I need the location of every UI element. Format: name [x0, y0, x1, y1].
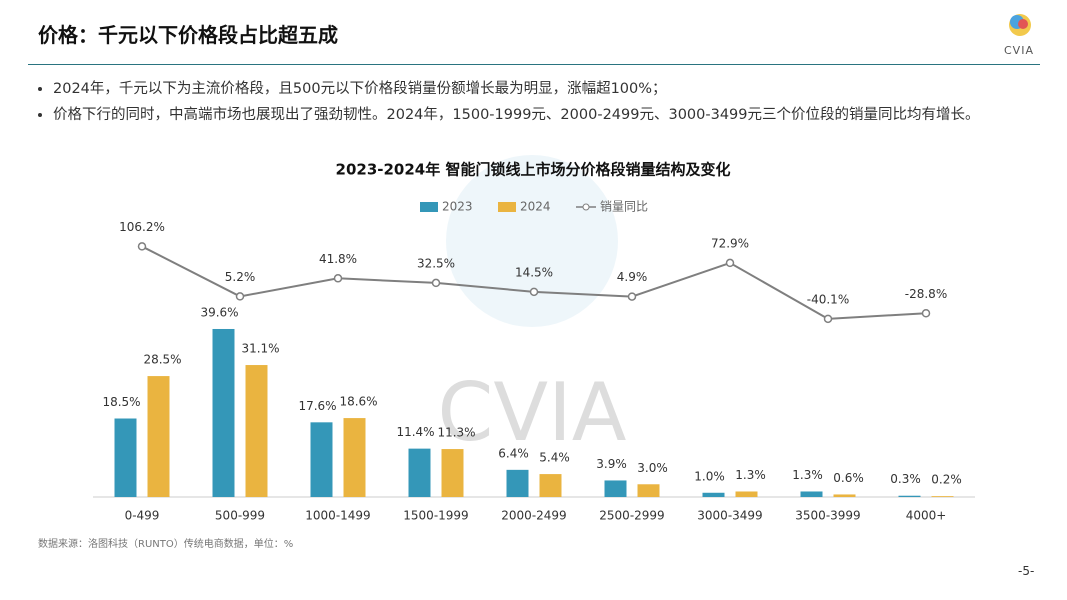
bar	[506, 469, 529, 497]
line-marker	[627, 292, 637, 301]
value-label: 28.5%	[143, 353, 181, 367]
page-number: -5-	[1018, 564, 1035, 578]
bar	[604, 480, 627, 497]
bar	[212, 328, 235, 497]
x-tick-label: 3500-3999	[795, 509, 860, 523]
value-label: 6.4%	[498, 446, 529, 460]
bar	[147, 376, 170, 497]
value-label: 72.9%	[711, 236, 749, 250]
legend-label: 2024	[520, 200, 551, 214]
legend-label: 销量同比	[600, 200, 648, 214]
bar	[800, 491, 823, 497]
bar	[114, 418, 137, 497]
x-tick-label: 4000+	[906, 509, 947, 523]
x-tick-label: 3000-3499	[697, 509, 762, 523]
line-marker	[431, 278, 441, 288]
line-marker	[823, 314, 833, 324]
bullet: 价格下行的同时，中高端市场也展现出了强劲韧性。2024年，1500-1999元、…	[53, 102, 1053, 128]
watermark: CVIA	[438, 366, 627, 459]
chart: CVIA 2023-2024年 智能门锁线上市场分价格段销量结构及变化 0-49…	[93, 155, 975, 523]
value-label: 0.3%	[890, 472, 921, 486]
value-label: 14.5%	[515, 265, 553, 279]
value-label: 1.3%	[792, 468, 823, 482]
line-marker	[921, 309, 931, 318]
bar	[735, 491, 758, 497]
value-label: 3.9%	[596, 457, 627, 471]
line-marker	[137, 242, 147, 251]
bar	[408, 448, 431, 497]
bar	[441, 449, 464, 497]
watermark-logo	[446, 155, 618, 327]
value-label: 18.5%	[102, 395, 140, 409]
x-tick-label: 500-999	[215, 509, 265, 523]
legend-swatch	[420, 202, 438, 212]
value-label: 106.2%	[119, 220, 165, 234]
bullet-list: 2024年，千元以下为主流价格段，且500元以下价格段销量份额增长最为明显，涨幅…	[35, 76, 1053, 128]
bar	[931, 496, 954, 497]
value-label: 41.8%	[319, 252, 357, 266]
value-label: 1.0%	[694, 469, 725, 483]
value-label: -28.8%	[905, 287, 947, 301]
legend-label: 2023	[442, 200, 473, 214]
x-tick-label: 0-499	[125, 509, 160, 523]
value-label: 0.6%	[833, 471, 864, 485]
bar	[310, 422, 333, 497]
bar	[539, 474, 562, 497]
line-marker	[235, 292, 245, 301]
legend-marker	[582, 203, 590, 211]
bar	[898, 495, 921, 497]
value-label: 4.9%	[617, 270, 648, 284]
line-marker	[333, 274, 343, 283]
x-tick-label: 2500-2999	[599, 509, 664, 523]
legend-swatch	[498, 202, 516, 212]
x-tick-label: 2000-2499	[501, 509, 566, 523]
bar	[245, 365, 268, 497]
value-label: 0.2%	[931, 473, 962, 487]
value-label: 5.4%	[539, 451, 570, 465]
logo-icon	[1009, 14, 1031, 36]
x-tick-label: 1000-1499	[305, 509, 370, 523]
value-label: 1.3%	[735, 468, 766, 482]
value-label: 3.0%	[637, 461, 668, 475]
value-label: -40.1%	[807, 292, 849, 306]
value-label: 18.6%	[339, 395, 377, 409]
bar	[833, 494, 856, 497]
line-marker	[529, 287, 539, 297]
value-label: 11.4%	[396, 425, 434, 439]
value-label: 11.3%	[437, 426, 475, 440]
value-label: 39.6%	[200, 305, 238, 319]
source-note: 数据来源：洛图科技（RUNTO）传统电商数据，单位：%	[38, 539, 294, 550]
line-marker	[725, 258, 735, 268]
bar	[702, 492, 725, 497]
bar	[637, 484, 660, 497]
slide-title: 价格：千元以下价格段占比超五成	[38, 23, 338, 47]
bullet: 2024年，千元以下为主流价格段，且500元以下价格段销量份额增长最为明显，涨幅…	[53, 76, 1053, 102]
header-rule	[28, 64, 1040, 65]
chart-title: 2023-2024年 智能门锁线上市场分价格段销量结构及变化	[336, 161, 731, 179]
value-label: 32.5%	[417, 256, 455, 270]
value-label: 5.2%	[225, 270, 256, 284]
x-tick-label: 1500-1999	[403, 509, 468, 523]
logo-text: CVIA	[1004, 44, 1034, 57]
value-label: 31.1%	[241, 342, 279, 356]
bar	[343, 418, 366, 497]
value-label: 17.6%	[298, 399, 336, 413]
